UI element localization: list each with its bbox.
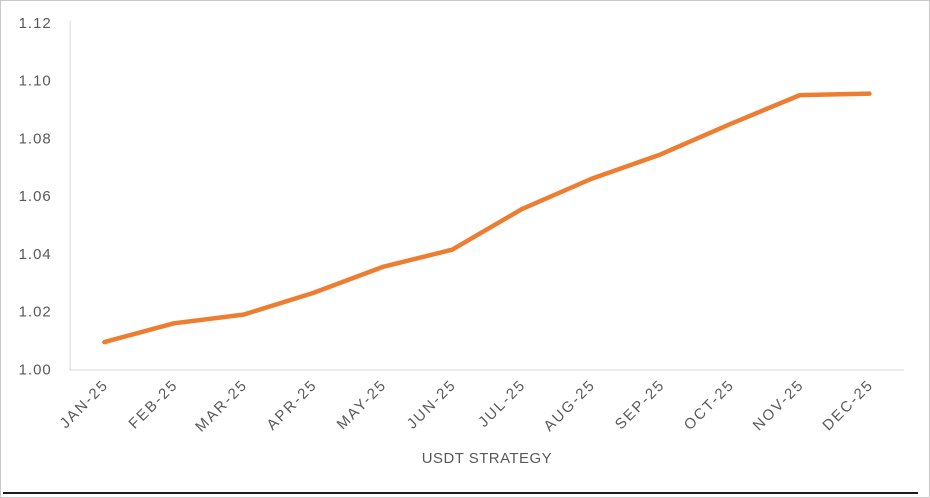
y-tick-label: 1.08 — [19, 130, 52, 147]
x-tick-label: SEP-25 — [612, 376, 669, 433]
window-bottom-edge — [3, 492, 918, 494]
x-tick-label: DEC-25 — [819, 376, 877, 434]
x-tick-label: OCT-25 — [681, 376, 738, 433]
x-axis-title: USDT STRATEGY — [422, 450, 552, 467]
y-tick-label: 1.12 — [19, 15, 52, 32]
y-tick-label: 1.06 — [19, 188, 52, 205]
x-tick-label: JUN-25 — [404, 376, 460, 432]
x-tick-label: MAY-25 — [334, 376, 391, 433]
y-tick-label: 1.04 — [19, 246, 52, 263]
x-tick-label: NOV-25 — [750, 376, 808, 434]
x-tick-label: MAR-25 — [192, 376, 251, 435]
x-tick-label: JUL-25 — [475, 376, 529, 430]
x-tick-label: FEB-25 — [125, 376, 181, 432]
x-tick-label: AUG-25 — [540, 376, 599, 435]
x-tick-label: APR-25 — [263, 376, 320, 433]
y-tick-label: 1.00 — [19, 361, 52, 378]
series-line — [102, 91, 872, 345]
y-tick-label: 1.10 — [19, 73, 52, 90]
y-tick-label: 1.02 — [19, 304, 52, 321]
x-tick-label: JAN-25 — [57, 376, 113, 432]
